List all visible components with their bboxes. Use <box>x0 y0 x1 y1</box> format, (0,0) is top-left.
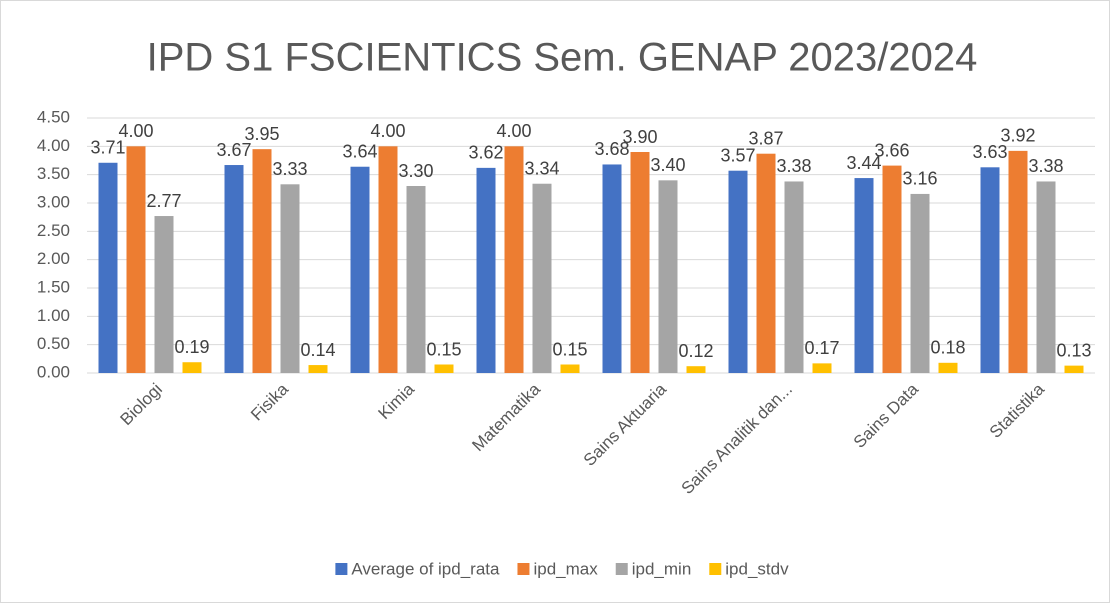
bar <box>252 149 272 373</box>
data-label: 3.71 <box>90 138 125 158</box>
data-label: 2.77 <box>146 191 181 211</box>
data-label: 0.15 <box>552 339 587 359</box>
data-label: 3.66 <box>874 140 909 160</box>
data-label: 3.63 <box>972 142 1007 162</box>
legend-label: Average of ipd_rata <box>351 559 500 578</box>
bar <box>126 146 146 373</box>
data-label: 0.12 <box>678 341 713 361</box>
y-tick-label: 1.50 <box>37 277 70 296</box>
data-label: 0.18 <box>930 338 965 358</box>
bar <box>658 180 678 373</box>
data-label: 0.14 <box>300 340 335 360</box>
y-tick-label: 3.00 <box>37 192 70 211</box>
legend-label: ipd_stdv <box>725 559 789 578</box>
bar <box>630 152 650 373</box>
legend-swatch <box>335 563 348 575</box>
y-tick-label: 3.50 <box>37 164 70 183</box>
data-label: 0.13 <box>1056 340 1091 360</box>
bar <box>1036 181 1056 373</box>
data-label: 3.62 <box>468 143 503 163</box>
bar <box>378 146 398 373</box>
bar <box>504 146 524 373</box>
bar <box>98 162 118 373</box>
data-label: 3.16 <box>902 169 937 189</box>
y-tick-label: 1.00 <box>37 306 70 325</box>
chart-title: IPD S1 FSCIENTICS Sem. GENAP 2023/2024 <box>147 36 978 80</box>
data-label: 4.00 <box>118 121 153 141</box>
bar <box>854 178 874 373</box>
bar <box>280 184 300 373</box>
bar <box>434 364 454 373</box>
legend-label: ipd_min <box>632 559 692 578</box>
y-tick-label: 4.00 <box>37 136 70 155</box>
data-label: 3.64 <box>342 141 377 161</box>
y-tick-label: 0.00 <box>37 362 70 381</box>
data-label: 4.00 <box>370 121 405 141</box>
legend-label: ipd_max <box>533 559 598 578</box>
data-label: 3.38 <box>1028 156 1063 176</box>
legend-swatch <box>517 563 530 575</box>
data-label: 3.67 <box>216 140 251 160</box>
bar <box>476 167 496 373</box>
bar <box>728 170 748 373</box>
data-label: 3.90 <box>622 127 657 147</box>
bar <box>182 362 202 373</box>
bar <box>882 165 902 373</box>
data-label: 3.95 <box>244 124 279 144</box>
y-tick-label: 2.00 <box>37 249 70 268</box>
data-label: 4.00 <box>496 121 531 141</box>
legend-swatch <box>615 563 628 575</box>
data-label: 3.57 <box>720 145 755 165</box>
data-label: 3.30 <box>398 161 433 181</box>
bar <box>1008 150 1028 373</box>
bar <box>350 166 370 373</box>
data-label: 3.40 <box>650 155 685 175</box>
bar <box>938 362 958 373</box>
bar <box>756 153 776 373</box>
y-tick-label: 0.50 <box>37 334 70 353</box>
y-tick-label: 4.50 <box>37 107 70 126</box>
data-label: 0.15 <box>426 339 461 359</box>
legend-swatch <box>709 563 722 575</box>
bar <box>560 364 580 373</box>
bar <box>910 193 930 373</box>
data-label: 3.34 <box>524 158 559 178</box>
bar <box>602 164 622 373</box>
data-label: 3.68 <box>594 139 629 159</box>
data-label: 3.38 <box>776 156 811 176</box>
data-label: 3.92 <box>1000 126 1035 146</box>
bar <box>980 167 1000 373</box>
data-label: 3.33 <box>272 159 307 179</box>
bar <box>1064 365 1084 373</box>
bar <box>812 363 832 373</box>
bar <box>224 165 244 373</box>
bar <box>154 216 174 373</box>
data-label: 3.44 <box>846 153 881 173</box>
bar <box>784 181 804 373</box>
y-tick-label: 2.50 <box>37 221 70 240</box>
bar <box>686 366 706 373</box>
bar <box>406 186 426 373</box>
bar <box>532 183 552 373</box>
bar <box>308 365 328 373</box>
data-label: 0.17 <box>804 338 839 358</box>
data-label: 0.19 <box>174 337 209 357</box>
data-label: 3.87 <box>748 128 783 148</box>
